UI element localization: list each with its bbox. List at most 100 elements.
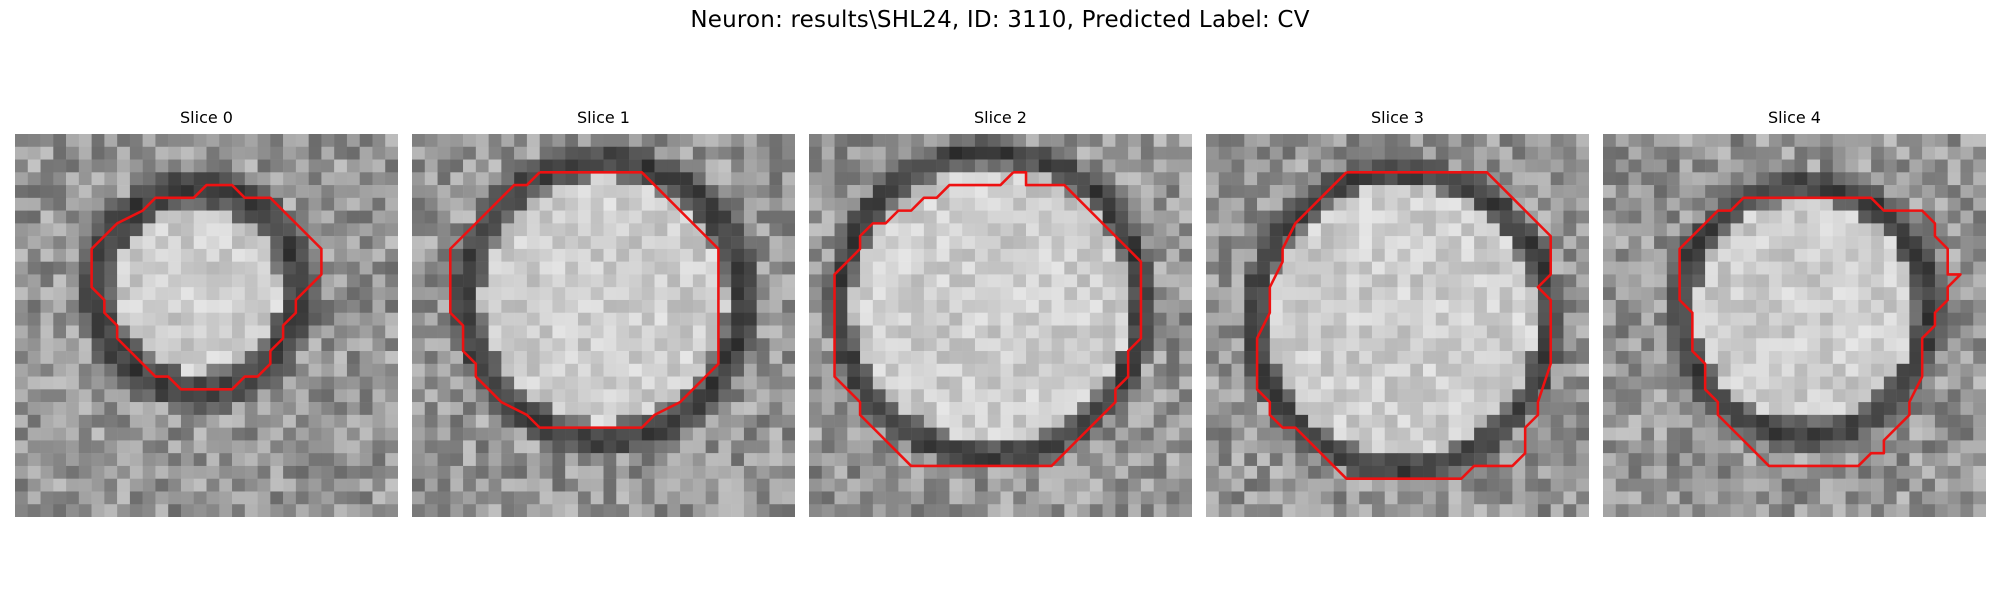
pixel — [1922, 427, 1936, 441]
pixel — [193, 172, 207, 186]
pixel — [1128, 172, 1142, 186]
pixel — [424, 185, 438, 199]
pixel — [1179, 453, 1192, 467]
pixel — [577, 274, 591, 288]
pixel — [372, 389, 386, 403]
pixel — [308, 440, 322, 454]
pixel — [1858, 287, 1872, 301]
pixel — [718, 248, 732, 262]
pixel — [1537, 197, 1551, 211]
pixel — [1435, 376, 1449, 390]
pixel — [1858, 134, 1872, 148]
pixel — [641, 299, 655, 313]
pixel — [552, 223, 566, 237]
pixel — [1743, 376, 1757, 390]
pixel — [1461, 261, 1475, 275]
pixel — [412, 363, 426, 377]
pixel — [1448, 453, 1462, 467]
pixel — [1756, 338, 1770, 352]
pixel — [1244, 376, 1258, 390]
pixel — [1320, 351, 1334, 365]
pixel — [1461, 146, 1475, 160]
pixel — [1461, 236, 1475, 250]
pixel — [1166, 261, 1180, 275]
pixel — [1628, 376, 1642, 390]
pixel — [1858, 389, 1872, 403]
slice-pixels-3 — [1206, 134, 1589, 517]
pixel — [155, 197, 169, 211]
pixel — [1768, 134, 1782, 148]
pixel — [66, 414, 80, 428]
pixel — [129, 389, 143, 403]
pixel — [1692, 325, 1706, 339]
pixel — [821, 197, 835, 211]
pixel — [1474, 414, 1488, 428]
pixel — [1333, 134, 1347, 148]
pixel — [1603, 478, 1617, 492]
pixel — [1179, 389, 1192, 403]
pixel — [1089, 197, 1103, 211]
pixel — [514, 478, 528, 492]
pixel — [1179, 172, 1192, 186]
pixel — [1295, 363, 1309, 377]
pixel — [1153, 504, 1167, 517]
pixel — [412, 312, 426, 326]
pixel — [1654, 299, 1668, 313]
pixel — [15, 440, 29, 454]
pixel — [232, 134, 246, 148]
pixel — [1064, 210, 1078, 224]
pixel — [437, 478, 451, 492]
pixel — [1461, 376, 1475, 390]
pixel — [1679, 325, 1693, 339]
pixel — [962, 504, 976, 517]
pixel — [1692, 134, 1706, 148]
pixel — [15, 159, 29, 173]
pixel — [769, 414, 783, 428]
pixel — [1909, 414, 1923, 428]
pixel — [1654, 504, 1668, 517]
pixel — [1781, 440, 1795, 454]
pixel — [142, 185, 156, 199]
pixel — [1077, 299, 1091, 313]
pixel — [680, 146, 694, 160]
pixel — [962, 363, 976, 377]
pixel — [782, 491, 795, 505]
pixel — [1140, 338, 1154, 352]
pixel — [1499, 172, 1513, 186]
pixel — [616, 236, 630, 250]
pixel — [129, 440, 143, 454]
pixel — [385, 363, 398, 377]
pixel — [552, 325, 566, 339]
pixel — [1359, 274, 1373, 288]
pixel — [923, 465, 937, 479]
pixel — [104, 427, 118, 441]
pixel — [898, 504, 912, 517]
pixel — [1371, 376, 1385, 390]
pixel — [552, 312, 566, 326]
pixel — [193, 504, 207, 517]
pixel — [501, 287, 515, 301]
pixel — [1550, 402, 1564, 416]
pixel — [1423, 287, 1437, 301]
pixel — [1960, 338, 1974, 352]
pixel — [1858, 504, 1872, 517]
pixel — [731, 491, 745, 505]
pixel — [257, 172, 271, 186]
pixel — [1474, 504, 1488, 517]
pixel — [911, 440, 925, 454]
pixel — [1730, 299, 1744, 313]
pixel — [1883, 376, 1897, 390]
pixel — [1295, 274, 1309, 288]
pixel — [1384, 427, 1398, 441]
pixel — [872, 491, 886, 505]
pixel — [590, 236, 604, 250]
pixel — [1077, 376, 1091, 390]
pixel — [1128, 504, 1142, 517]
pixel — [129, 185, 143, 199]
pixel — [1128, 223, 1142, 237]
pixel — [1934, 248, 1948, 262]
pixel — [270, 414, 284, 428]
pixel — [923, 248, 937, 262]
pixel — [1858, 325, 1872, 339]
pixel — [450, 351, 464, 365]
